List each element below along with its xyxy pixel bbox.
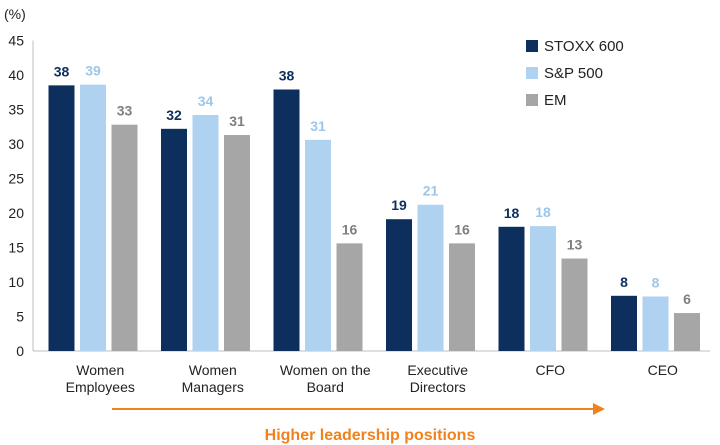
data-label: 34 (198, 93, 214, 109)
bar (273, 89, 300, 352)
bar (161, 128, 187, 351)
data-label: 31 (229, 113, 245, 129)
legend-swatch (526, 94, 538, 106)
y-tick-label: 40 (8, 67, 24, 83)
category-label: Women (189, 362, 237, 378)
category-label: CFO (535, 362, 565, 378)
bar (48, 85, 75, 351)
legend-label: S&P 500 (544, 65, 603, 82)
data-label: 16 (342, 221, 358, 237)
data-label: 33 (117, 103, 133, 119)
y-tick-label: 25 (8, 171, 24, 187)
bar (224, 135, 250, 351)
category-label: Women on the (280, 362, 371, 378)
y-tick-label: 15 (8, 240, 24, 256)
data-label: 16 (454, 221, 470, 237)
y-tick-label: 5 (16, 309, 24, 325)
data-label: 32 (166, 107, 182, 123)
data-label: 39 (85, 63, 101, 79)
legend-swatch (526, 67, 538, 79)
data-label: 8 (652, 274, 660, 290)
bar (561, 258, 588, 351)
bar (192, 115, 219, 352)
y-tick-label: 30 (8, 136, 24, 152)
y-tick-label: 35 (8, 102, 24, 118)
data-label: 13 (567, 237, 583, 253)
data-label: 8 (620, 274, 628, 290)
legend-label: STOXX 600 (544, 38, 624, 55)
y-tick-label: 45 (8, 33, 24, 49)
data-label: 18 (535, 204, 551, 220)
y-tick-label: 0 (16, 343, 24, 359)
data-label: 38 (54, 63, 70, 79)
bar (674, 313, 700, 351)
bar (417, 204, 444, 351)
bar (111, 124, 138, 352)
data-label: 38 (279, 67, 295, 83)
bar (642, 296, 669, 351)
bar (449, 243, 475, 351)
bar (386, 219, 412, 351)
y-axis-unit-label: (%) (4, 6, 26, 22)
bar (530, 226, 556, 351)
data-label: 19 (391, 197, 407, 213)
category-label: CEO (648, 362, 678, 378)
y-tick-label: 20 (8, 205, 24, 221)
bar (611, 295, 637, 351)
legend-label: EM (544, 92, 567, 109)
data-label: 21 (423, 183, 439, 199)
data-label: 18 (504, 205, 520, 221)
bar (498, 226, 525, 351)
y-tick-label: 10 (8, 274, 24, 290)
data-label: 6 (683, 291, 691, 307)
bar (305, 139, 331, 351)
annotation-label: Higher leadership positions (265, 427, 476, 444)
bar (80, 84, 106, 351)
legend-swatch (526, 40, 538, 52)
category-label: Employees (66, 379, 135, 395)
data-label: 31 (310, 118, 326, 134)
bar (336, 243, 363, 351)
category-label: Directors (410, 379, 466, 395)
category-label: Managers (182, 379, 244, 395)
arrowhead-icon (593, 403, 605, 415)
category-label: Executive (407, 362, 468, 378)
category-label: Women (76, 362, 124, 378)
category-label: Board (307, 379, 344, 395)
